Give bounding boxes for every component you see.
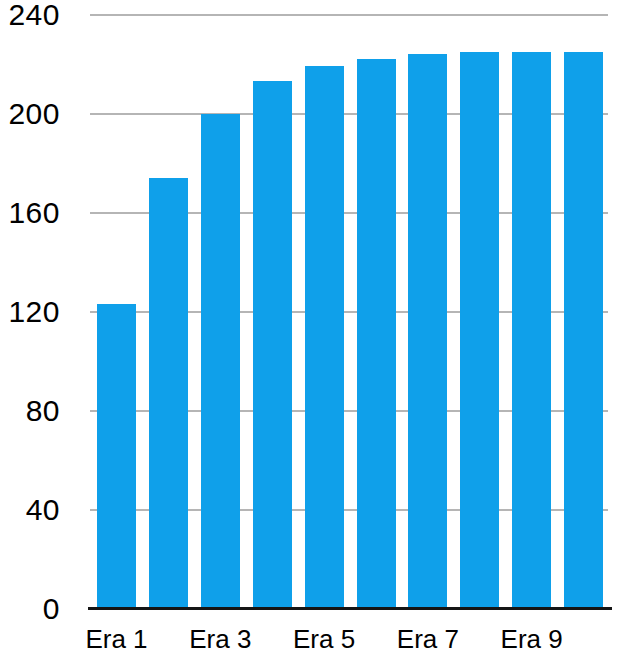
x-axis-tick-label-era-7: Era 7 [397, 626, 459, 652]
bar-era-7 [408, 54, 447, 608]
bar-era-4 [253, 81, 292, 608]
y-axis-tick-label: 120 [0, 297, 60, 327]
y-axis-tick-label: 160 [0, 198, 60, 228]
y-axis-tick-label: 200 [0, 99, 60, 129]
bar-era-2 [149, 178, 188, 609]
x-axis-line [88, 607, 612, 610]
y-axis-tick-label: 40 [0, 495, 60, 525]
y-axis-tick-label: 240 [0, 0, 60, 30]
bar-era-6 [357, 59, 396, 608]
y-axis-tick-label: 0 [0, 594, 60, 624]
x-axis-tick-label-era-1: Era 1 [85, 626, 147, 652]
bar-era-10 [564, 52, 603, 609]
x-axis-tick-label-era-9: Era 9 [501, 626, 563, 652]
x-axis-tick-label-era-5: Era 5 [293, 626, 355, 652]
x-axis-tick-label-era-3: Era 3 [189, 626, 251, 652]
bar-era-9 [512, 52, 551, 609]
gridline-240 [90, 14, 608, 16]
bar-era-5 [305, 66, 344, 608]
bar-chart: 0 40 80 120 160 200 240 Era 1 Era 3 Era 5 Era 7 Er… [0, 0, 620, 659]
y-axis-tick-label: 80 [0, 396, 60, 426]
bar-era-8 [460, 52, 499, 609]
bar-era-3 [201, 114, 240, 609]
bar-era-1 [97, 304, 136, 608]
